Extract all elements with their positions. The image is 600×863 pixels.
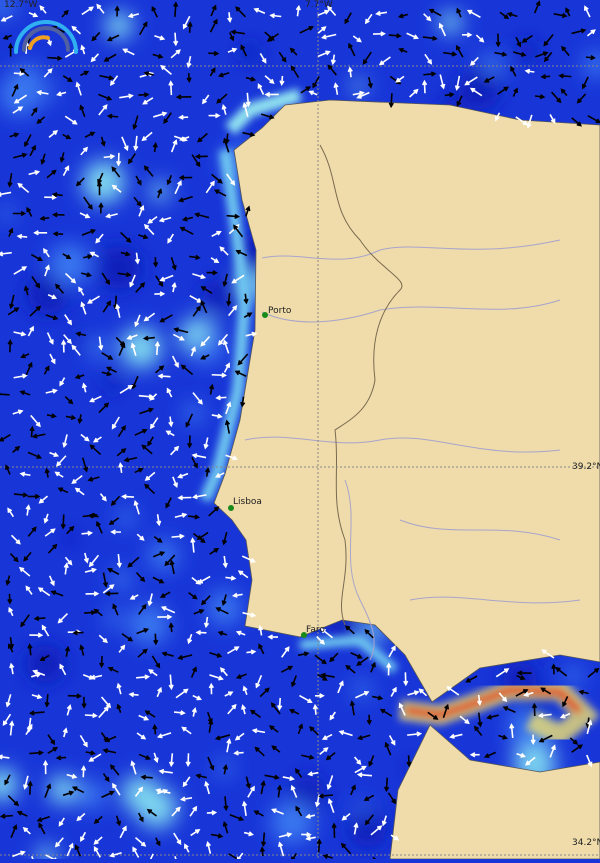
speed-patch [271,801,314,844]
city-label-faro: Faro [306,625,325,635]
city-label-lisboa: Lisboa [233,497,262,507]
speed-patch [104,375,121,392]
speed-patch [458,69,499,110]
speed-patch [49,776,77,804]
speed-patch [106,610,123,627]
speed-patch [77,781,105,809]
iberia-land [214,100,600,702]
speed-patch [203,279,236,312]
speed-patch [240,43,259,62]
speed-patch [129,605,169,645]
city-label-porto: Porto [268,306,291,316]
speed-patch [83,161,125,203]
speed-patch [353,681,370,698]
speed-patch [64,532,77,545]
speed-patch [105,12,132,39]
speed-patch [184,404,203,423]
speed-patch [49,244,90,285]
speed-patch [121,328,161,368]
lat-label-bottom: 34.2°N [572,838,600,848]
speed-patch [73,335,86,348]
speed-patch [352,79,365,92]
speed-patch [117,509,134,526]
speed-patch [97,246,141,290]
lon-label-left: 12.7°W [4,0,37,10]
lat-label-mid: 39.2°N [572,462,600,472]
lon-label-mid: 7.7°W [305,0,333,10]
speed-patch [195,336,223,364]
